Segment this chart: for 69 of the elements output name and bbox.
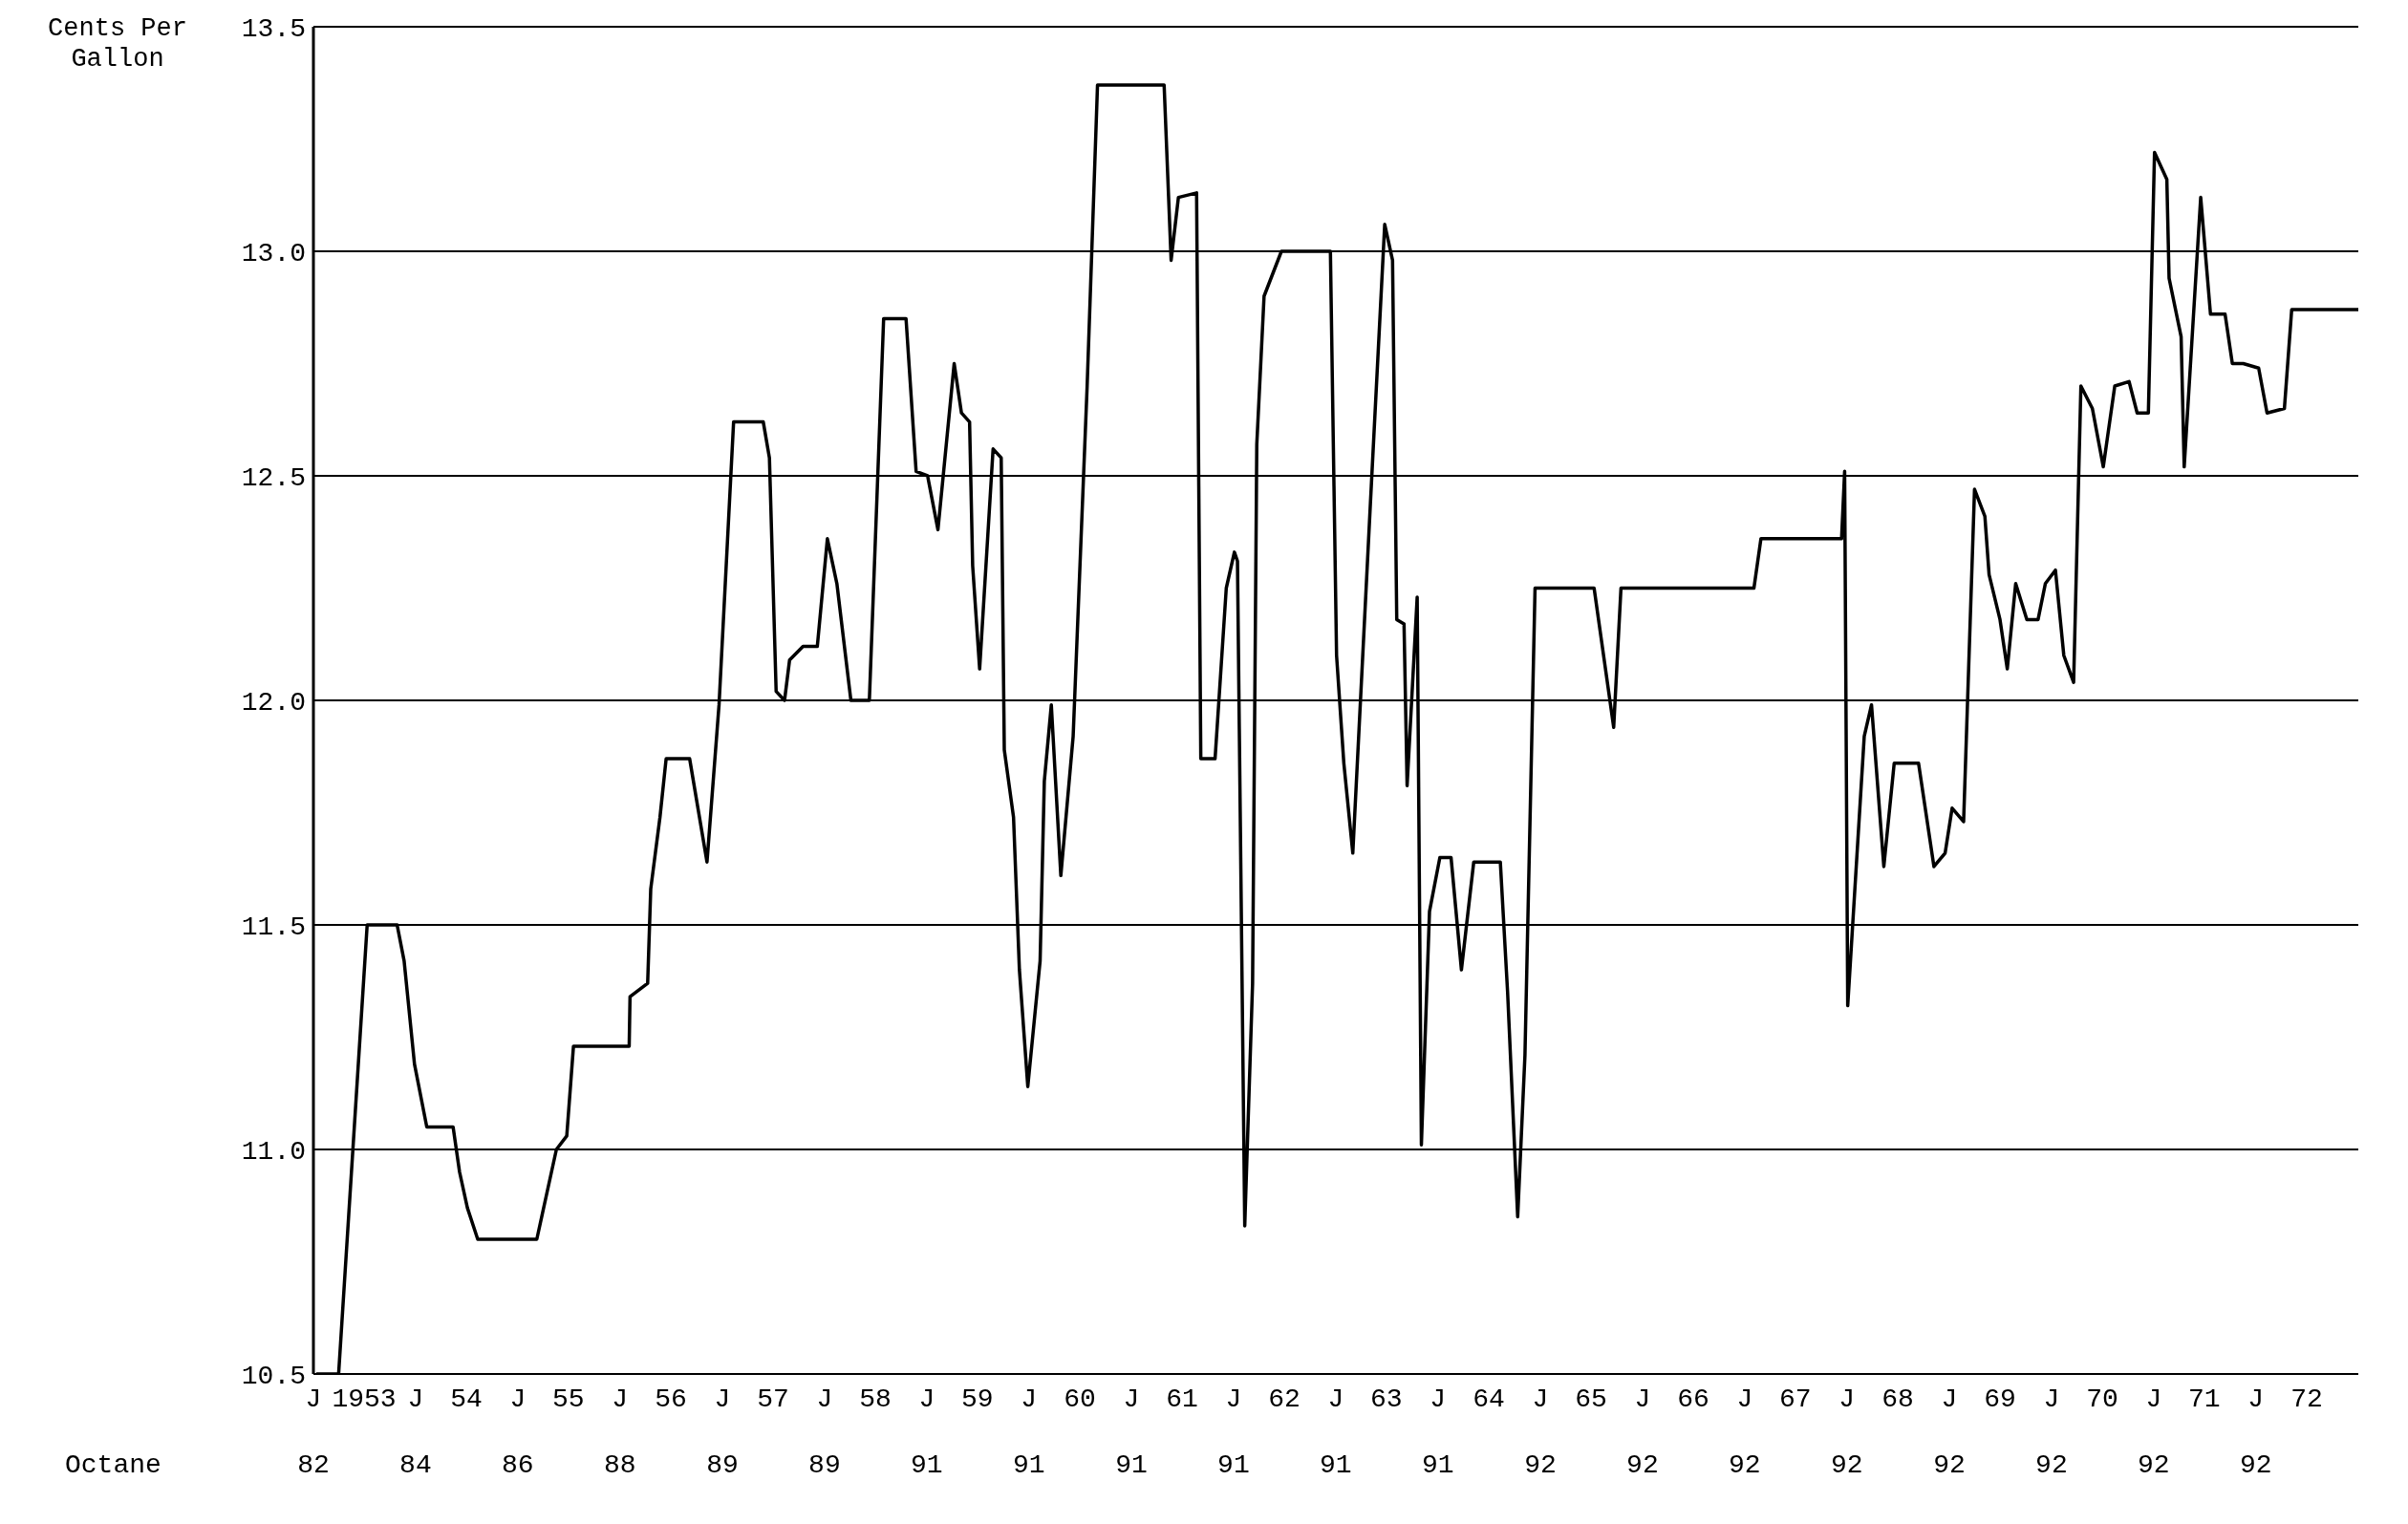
x-tick-label: J: [305, 1384, 322, 1414]
x-tick-label: 63: [1370, 1384, 1403, 1414]
text: 92: [2238, 1450, 2273, 1480]
x-tick-label: 59: [961, 1384, 994, 1414]
text: 92: [1829, 1450, 1864, 1480]
x-tick-label: J: [1430, 1384, 1447, 1414]
x-tick-label: J: [714, 1384, 731, 1414]
y-tick-label: 10.5: [241, 1361, 306, 1391]
x-tick-label: 71: [2188, 1384, 2221, 1414]
x-tick-label: 66: [1677, 1384, 1709, 1414]
text: 92: [1932, 1450, 1967, 1480]
text: Octane: [65, 1450, 162, 1480]
text: 91: [1420, 1450, 1455, 1480]
x-tick-label: 60: [1064, 1384, 1096, 1414]
text: 92: [2034, 1450, 2069, 1480]
text: 92: [1523, 1450, 1558, 1480]
x-tick-label: J: [816, 1384, 833, 1414]
y-axis-title: Cents Per Gallon: [47, 13, 188, 75]
x-tick-label: 65: [1575, 1384, 1607, 1414]
text: 92: [1728, 1450, 1762, 1480]
x-tick-label: 62: [1268, 1384, 1301, 1414]
x-tick-label: 70: [2086, 1384, 2118, 1414]
x-tick-label: 55: [552, 1384, 585, 1414]
x-tick-label: J: [407, 1384, 424, 1414]
x-tick-label: 58: [859, 1384, 892, 1414]
x-tick-label: 69: [1984, 1384, 2016, 1414]
x-tick-label: J: [1634, 1384, 1651, 1414]
x-tick-label: J: [1225, 1384, 1242, 1414]
y-tick-label: 11.5: [241, 912, 306, 942]
x-tick-label: J: [509, 1384, 527, 1414]
x-tick-label: J: [2145, 1384, 2162, 1414]
x-tick-label: 67: [1779, 1384, 1812, 1414]
text: 91: [1319, 1450, 1353, 1480]
text: 91: [1011, 1450, 1046, 1480]
x-tick-label: 56: [655, 1384, 687, 1414]
y-tick-label: 11.0: [241, 1136, 306, 1167]
text: 88: [602, 1450, 637, 1480]
x-tick-label: J: [1327, 1384, 1344, 1414]
text: 92: [2137, 1450, 2171, 1480]
x-tick-label: 57: [757, 1384, 789, 1414]
text: 82: [296, 1450, 331, 1480]
text: 89: [705, 1450, 740, 1480]
x-tick-label: 1953: [332, 1384, 397, 1414]
x-tick-label: J: [2043, 1384, 2060, 1414]
x-tick-label: 68: [1881, 1384, 1914, 1414]
y-tick-label: 12.5: [241, 462, 306, 493]
x-tick-label: J: [1123, 1384, 1140, 1414]
text: 91: [910, 1450, 944, 1480]
x-tick-label: 72: [2290, 1384, 2323, 1414]
y-tick-label: 13.0: [241, 238, 306, 268]
x-tick-label: J: [1838, 1384, 1856, 1414]
x-tick-label: 61: [1166, 1384, 1198, 1414]
text: 84: [398, 1450, 433, 1480]
x-tick-label: J: [1021, 1384, 1038, 1414]
x-tick-label: J: [1941, 1384, 1958, 1414]
text: 91: [1114, 1450, 1149, 1480]
x-tick-label: J: [1736, 1384, 1753, 1414]
x-tick-label: J: [1532, 1384, 1549, 1414]
text: 91: [1216, 1450, 1251, 1480]
text: 86: [501, 1450, 535, 1480]
text: 89: [807, 1450, 842, 1480]
x-tick-label: 54: [450, 1384, 483, 1414]
x-tick-label: J: [2247, 1384, 2265, 1414]
y-tick-label: 13.5: [241, 13, 306, 44]
y-tick-label: 12.0: [241, 687, 306, 718]
x-tick-label: J: [612, 1384, 629, 1414]
x-tick-label: 64: [1473, 1384, 1505, 1414]
x-tick-label: J: [918, 1384, 935, 1414]
text: 92: [1625, 1450, 1660, 1480]
